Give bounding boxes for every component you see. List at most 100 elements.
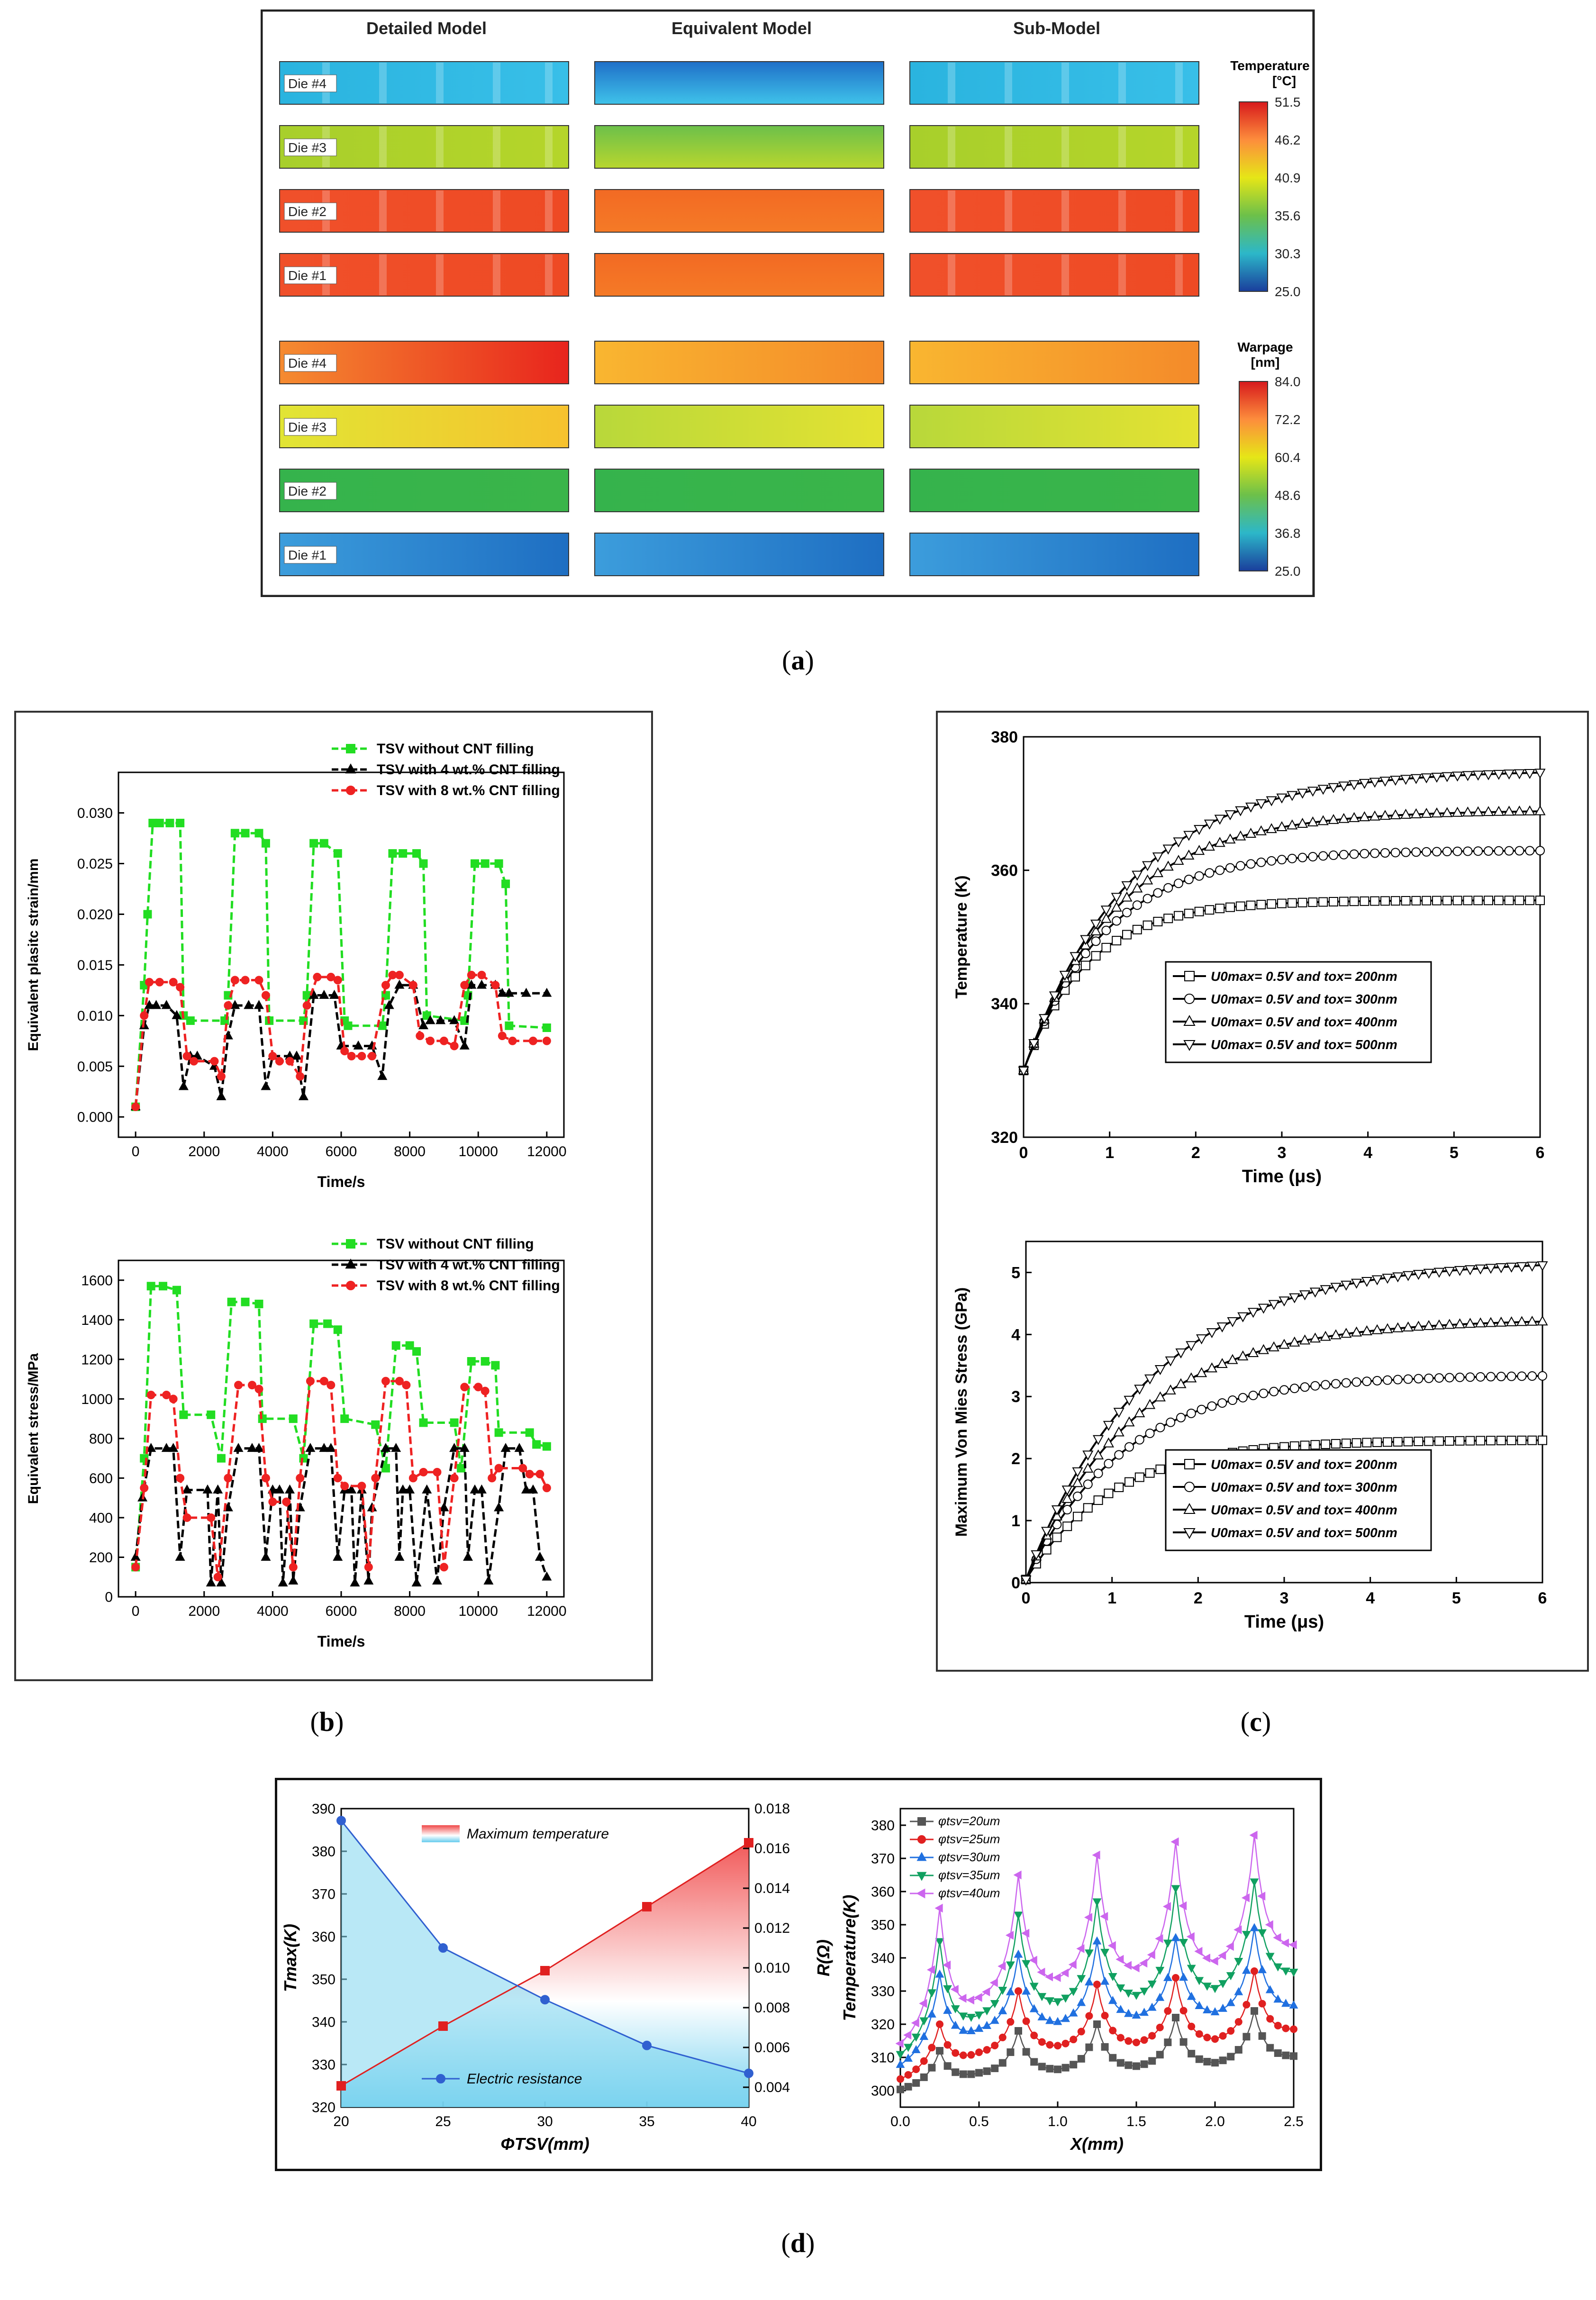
legend-swatch bbox=[422, 1825, 460, 1842]
data-point bbox=[895, 2039, 904, 2048]
legend-label: U0max= 0.5V and tox= 400nm bbox=[1211, 1014, 1397, 1029]
data-point bbox=[1005, 1930, 1014, 1940]
data-point bbox=[494, 1428, 503, 1437]
data-point bbox=[1371, 1275, 1383, 1286]
data-point bbox=[254, 1000, 264, 1009]
legend-marker bbox=[916, 1872, 927, 1881]
data-point bbox=[1163, 914, 1173, 924]
data-point bbox=[514, 1443, 525, 1452]
data-point bbox=[1329, 850, 1338, 860]
data-point bbox=[1121, 891, 1133, 902]
data-point bbox=[1392, 1322, 1404, 1332]
chart-plastic-strain: 0 2000 4000 6000 8000 10000 12000 0.000 0.005 0.0… bbox=[26, 741, 567, 1190]
data-point bbox=[1203, 1983, 1212, 1991]
data-point bbox=[476, 979, 487, 989]
legend-marker bbox=[1183, 1014, 1196, 1026]
data-point bbox=[501, 879, 510, 888]
data-point bbox=[1184, 908, 1194, 918]
data-point bbox=[1307, 787, 1318, 797]
data-point bbox=[1442, 772, 1453, 782]
data-point bbox=[1205, 905, 1215, 915]
data-point bbox=[1246, 900, 1256, 910]
data-point bbox=[1015, 1987, 1022, 1995]
data-point bbox=[1216, 1358, 1228, 1368]
data-point bbox=[1534, 769, 1546, 779]
data-point bbox=[1359, 779, 1370, 789]
data-point bbox=[1383, 1375, 1392, 1385]
data-point bbox=[943, 2062, 952, 2070]
die-bar bbox=[594, 405, 884, 448]
data-point bbox=[505, 1021, 514, 1030]
data-point bbox=[1525, 896, 1535, 906]
data-point bbox=[1163, 1939, 1172, 1948]
data-point bbox=[1464, 1318, 1476, 1328]
data-point bbox=[140, 1484, 149, 1493]
data-point bbox=[1234, 1987, 1243, 1995]
data-point bbox=[1162, 844, 1174, 855]
legend-marker bbox=[1184, 1482, 1195, 1492]
data-point bbox=[408, 1474, 417, 1483]
data-point bbox=[1101, 2011, 1109, 2019]
data-point bbox=[1215, 904, 1225, 914]
data-point bbox=[535, 1551, 545, 1561]
data-point bbox=[224, 1001, 233, 1010]
data-point bbox=[1265, 1953, 1275, 1961]
data-point bbox=[241, 829, 250, 838]
die-bar bbox=[594, 61, 884, 105]
data-point bbox=[1188, 2022, 1196, 2030]
data-point bbox=[1196, 1334, 1207, 1345]
data-point bbox=[1506, 1435, 1516, 1445]
legend-marker bbox=[436, 2074, 445, 2083]
data-point bbox=[1517, 1371, 1527, 1381]
data-point bbox=[1068, 1960, 1077, 1969]
data-point bbox=[1516, 1262, 1527, 1272]
data-point bbox=[1179, 2007, 1188, 2015]
data-point bbox=[371, 1474, 380, 1483]
data-point bbox=[1249, 1830, 1258, 1840]
data-point bbox=[1297, 817, 1308, 828]
data-point bbox=[1341, 1378, 1351, 1388]
legend-label: U0max= 0.5V and tox= 300nm bbox=[1211, 1480, 1397, 1494]
data-point bbox=[1516, 1316, 1527, 1326]
die-bar bbox=[594, 469, 884, 512]
data-point bbox=[1361, 1325, 1372, 1335]
data-point bbox=[959, 2026, 968, 2034]
data-point bbox=[1116, 2059, 1124, 2067]
data-point bbox=[261, 1551, 271, 1561]
y2-tick-label: 0.014 bbox=[754, 1881, 790, 1896]
data-point bbox=[897, 2075, 904, 2083]
data-point bbox=[1268, 1300, 1279, 1310]
data-point bbox=[967, 2051, 975, 2059]
x-tick-label: 12000 bbox=[527, 1603, 566, 1619]
data-point bbox=[1245, 802, 1257, 813]
data-point bbox=[336, 1816, 346, 1826]
data-point bbox=[309, 1319, 318, 1328]
data-point bbox=[233, 1443, 244, 1452]
data-point bbox=[395, 1376, 404, 1385]
x-tick-label: 2000 bbox=[188, 1603, 220, 1619]
data-point bbox=[419, 1418, 428, 1427]
data-point bbox=[1132, 924, 1142, 934]
data-point bbox=[1228, 1395, 1237, 1405]
x-tick-label: 0 bbox=[1019, 1144, 1028, 1162]
data-point bbox=[483, 1575, 494, 1585]
x-tick-label: 6 bbox=[1536, 1144, 1545, 1162]
legend-label: U0max= 0.5V and tox= 200nm bbox=[1211, 969, 1397, 984]
data-point bbox=[1133, 2062, 1140, 2070]
data-point bbox=[1076, 1944, 1085, 1953]
data-point bbox=[1210, 1985, 1220, 1993]
data-point bbox=[398, 1484, 408, 1494]
data-point bbox=[967, 2014, 976, 2022]
data-point bbox=[176, 1474, 185, 1483]
die-label: Die #1 bbox=[288, 548, 326, 562]
data-point bbox=[1351, 1278, 1362, 1289]
data-point bbox=[254, 1299, 263, 1308]
data-point bbox=[1179, 1939, 1188, 1947]
legend-label: TSV with 8 wt.% CNT filling bbox=[377, 783, 560, 798]
y-tick-label: 360 bbox=[871, 1884, 895, 1900]
chart-von-mises-time: 0 1 2 3 4 5 6 0 1 2 3 4 5 U0max= 0.5V and tox= 200nm U… bbox=[952, 1241, 1548, 1632]
data-point bbox=[1164, 2038, 1172, 2046]
data-point bbox=[1380, 848, 1390, 858]
data-point bbox=[1341, 1280, 1352, 1291]
data-point bbox=[1214, 837, 1225, 847]
